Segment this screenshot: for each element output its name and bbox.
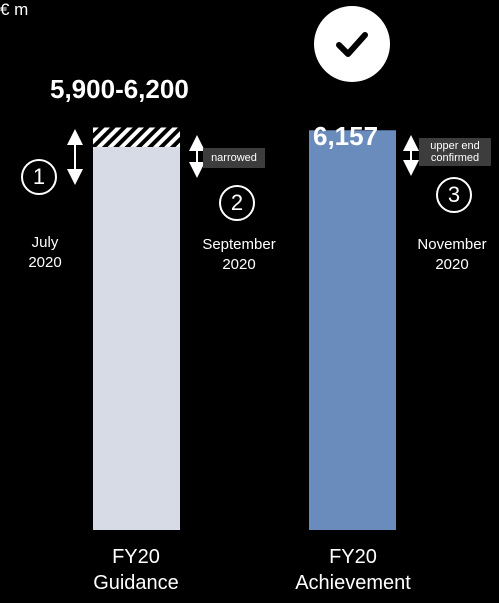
category-achievement-line-2: Achievement <box>295 572 411 594</box>
achievement-value-label: 6,157 <box>313 121 379 151</box>
category-guidance-line-2: Guidance <box>93 572 179 594</box>
unit-label: € m <box>0 0 29 19</box>
milestone-3-date-line-1: November <box>417 236 487 253</box>
milestone-1-marker: 1 <box>21 159 57 195</box>
guidance-range-hatch <box>93 127 180 147</box>
bar-achievement <box>309 130 396 530</box>
milestone-2-date-line-1: September <box>202 236 276 253</box>
bar-guidance <box>93 146 180 530</box>
narrowed-tag: narrowed <box>203 148 265 168</box>
milestone-1-number: 1 <box>32 164 46 189</box>
milestone-3-number: 3 <box>447 182 461 207</box>
milestone-1-date-line-1: July <box>31 234 59 251</box>
checkmark-icon <box>314 6 390 82</box>
milestone-2-marker: 2 <box>219 185 255 221</box>
milestone-2-date-line-2: 2020 <box>222 256 256 273</box>
guidance-value-label: 5,900-6,200 <box>50 74 189 104</box>
milestone-3-date: November 2020 <box>405 235 499 275</box>
upper-end-confirmed-tag: upper end confirmed <box>419 138 491 166</box>
milestone-3-date-line-2: 2020 <box>435 256 469 273</box>
upper-end-tag-line-1: upper end <box>430 140 480 152</box>
arrows-layer <box>67 129 419 185</box>
milestone-1-date-line-2: 2020 <box>28 254 62 271</box>
milestone-1-date: July 2020 <box>0 233 90 273</box>
milestone-3-marker: 3 <box>436 177 472 213</box>
category-label-guidance: FY20 Guidance <box>56 544 216 596</box>
category-achievement-line-1: FY20 <box>329 546 377 568</box>
category-guidance-line-1: FY20 <box>112 546 160 568</box>
milestone-2-date: September 2020 <box>183 235 295 275</box>
category-label-achievement: FY20 Achievement <box>273 544 433 596</box>
milestone-2-number: 2 <box>230 190 244 215</box>
bars-layer <box>93 127 396 530</box>
upper-end-tag-line-2: confirmed <box>430 152 480 164</box>
